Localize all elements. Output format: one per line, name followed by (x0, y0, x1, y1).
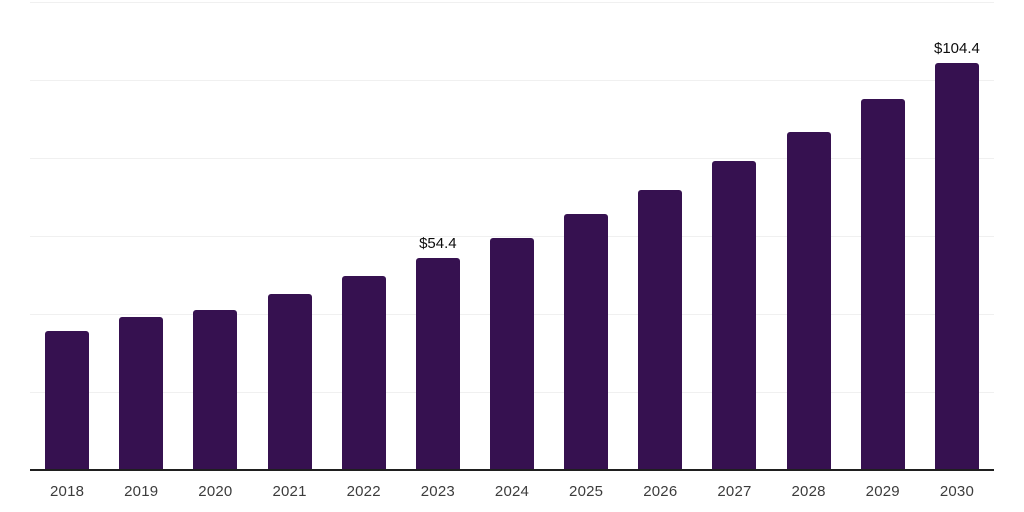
x-tick-label-2030: 2030 (939, 483, 974, 500)
x-tick-label-2021: 2021 (272, 483, 307, 500)
data-label-2030: $104.4 (933, 39, 980, 57)
bar-2021 (267, 293, 312, 470)
x-tick-label-2028: 2028 (791, 483, 826, 500)
bar-2019 (119, 316, 164, 470)
bar-2018 (45, 330, 90, 470)
x-tick-label-2022: 2022 (346, 483, 381, 500)
bar-2020 (193, 310, 238, 470)
bar-2028 (786, 131, 831, 470)
x-axis-line (30, 469, 994, 471)
bar-2029 (860, 99, 905, 470)
x-tick-label-2029: 2029 (865, 483, 900, 500)
bar-2030 (934, 62, 979, 470)
bar-2022 (341, 275, 386, 470)
x-tick-label-2024: 2024 (494, 483, 530, 500)
x-tick-label-2023: 2023 (420, 483, 455, 500)
x-tick-label-2018: 2018 (49, 483, 85, 500)
x-tick-label-2020: 2020 (198, 483, 233, 500)
x-tick-label-2019: 2019 (124, 483, 159, 500)
gridline-60 (30, 236, 994, 237)
x-tick-label-2027: 2027 (717, 483, 752, 500)
bar-2025 (564, 213, 609, 470)
bar-2027 (712, 161, 757, 470)
x-tick-label-2025: 2025 (569, 483, 604, 500)
gridline-120 (30, 2, 994, 3)
gridline-100 (30, 80, 994, 81)
x-tick-label-2026: 2026 (643, 483, 678, 500)
bar-2024 (490, 238, 534, 470)
gridline-80 (30, 158, 994, 159)
data-label-2023: $54.4 (419, 234, 457, 252)
bar-2023 (415, 257, 460, 470)
bar-2026 (638, 190, 683, 470)
